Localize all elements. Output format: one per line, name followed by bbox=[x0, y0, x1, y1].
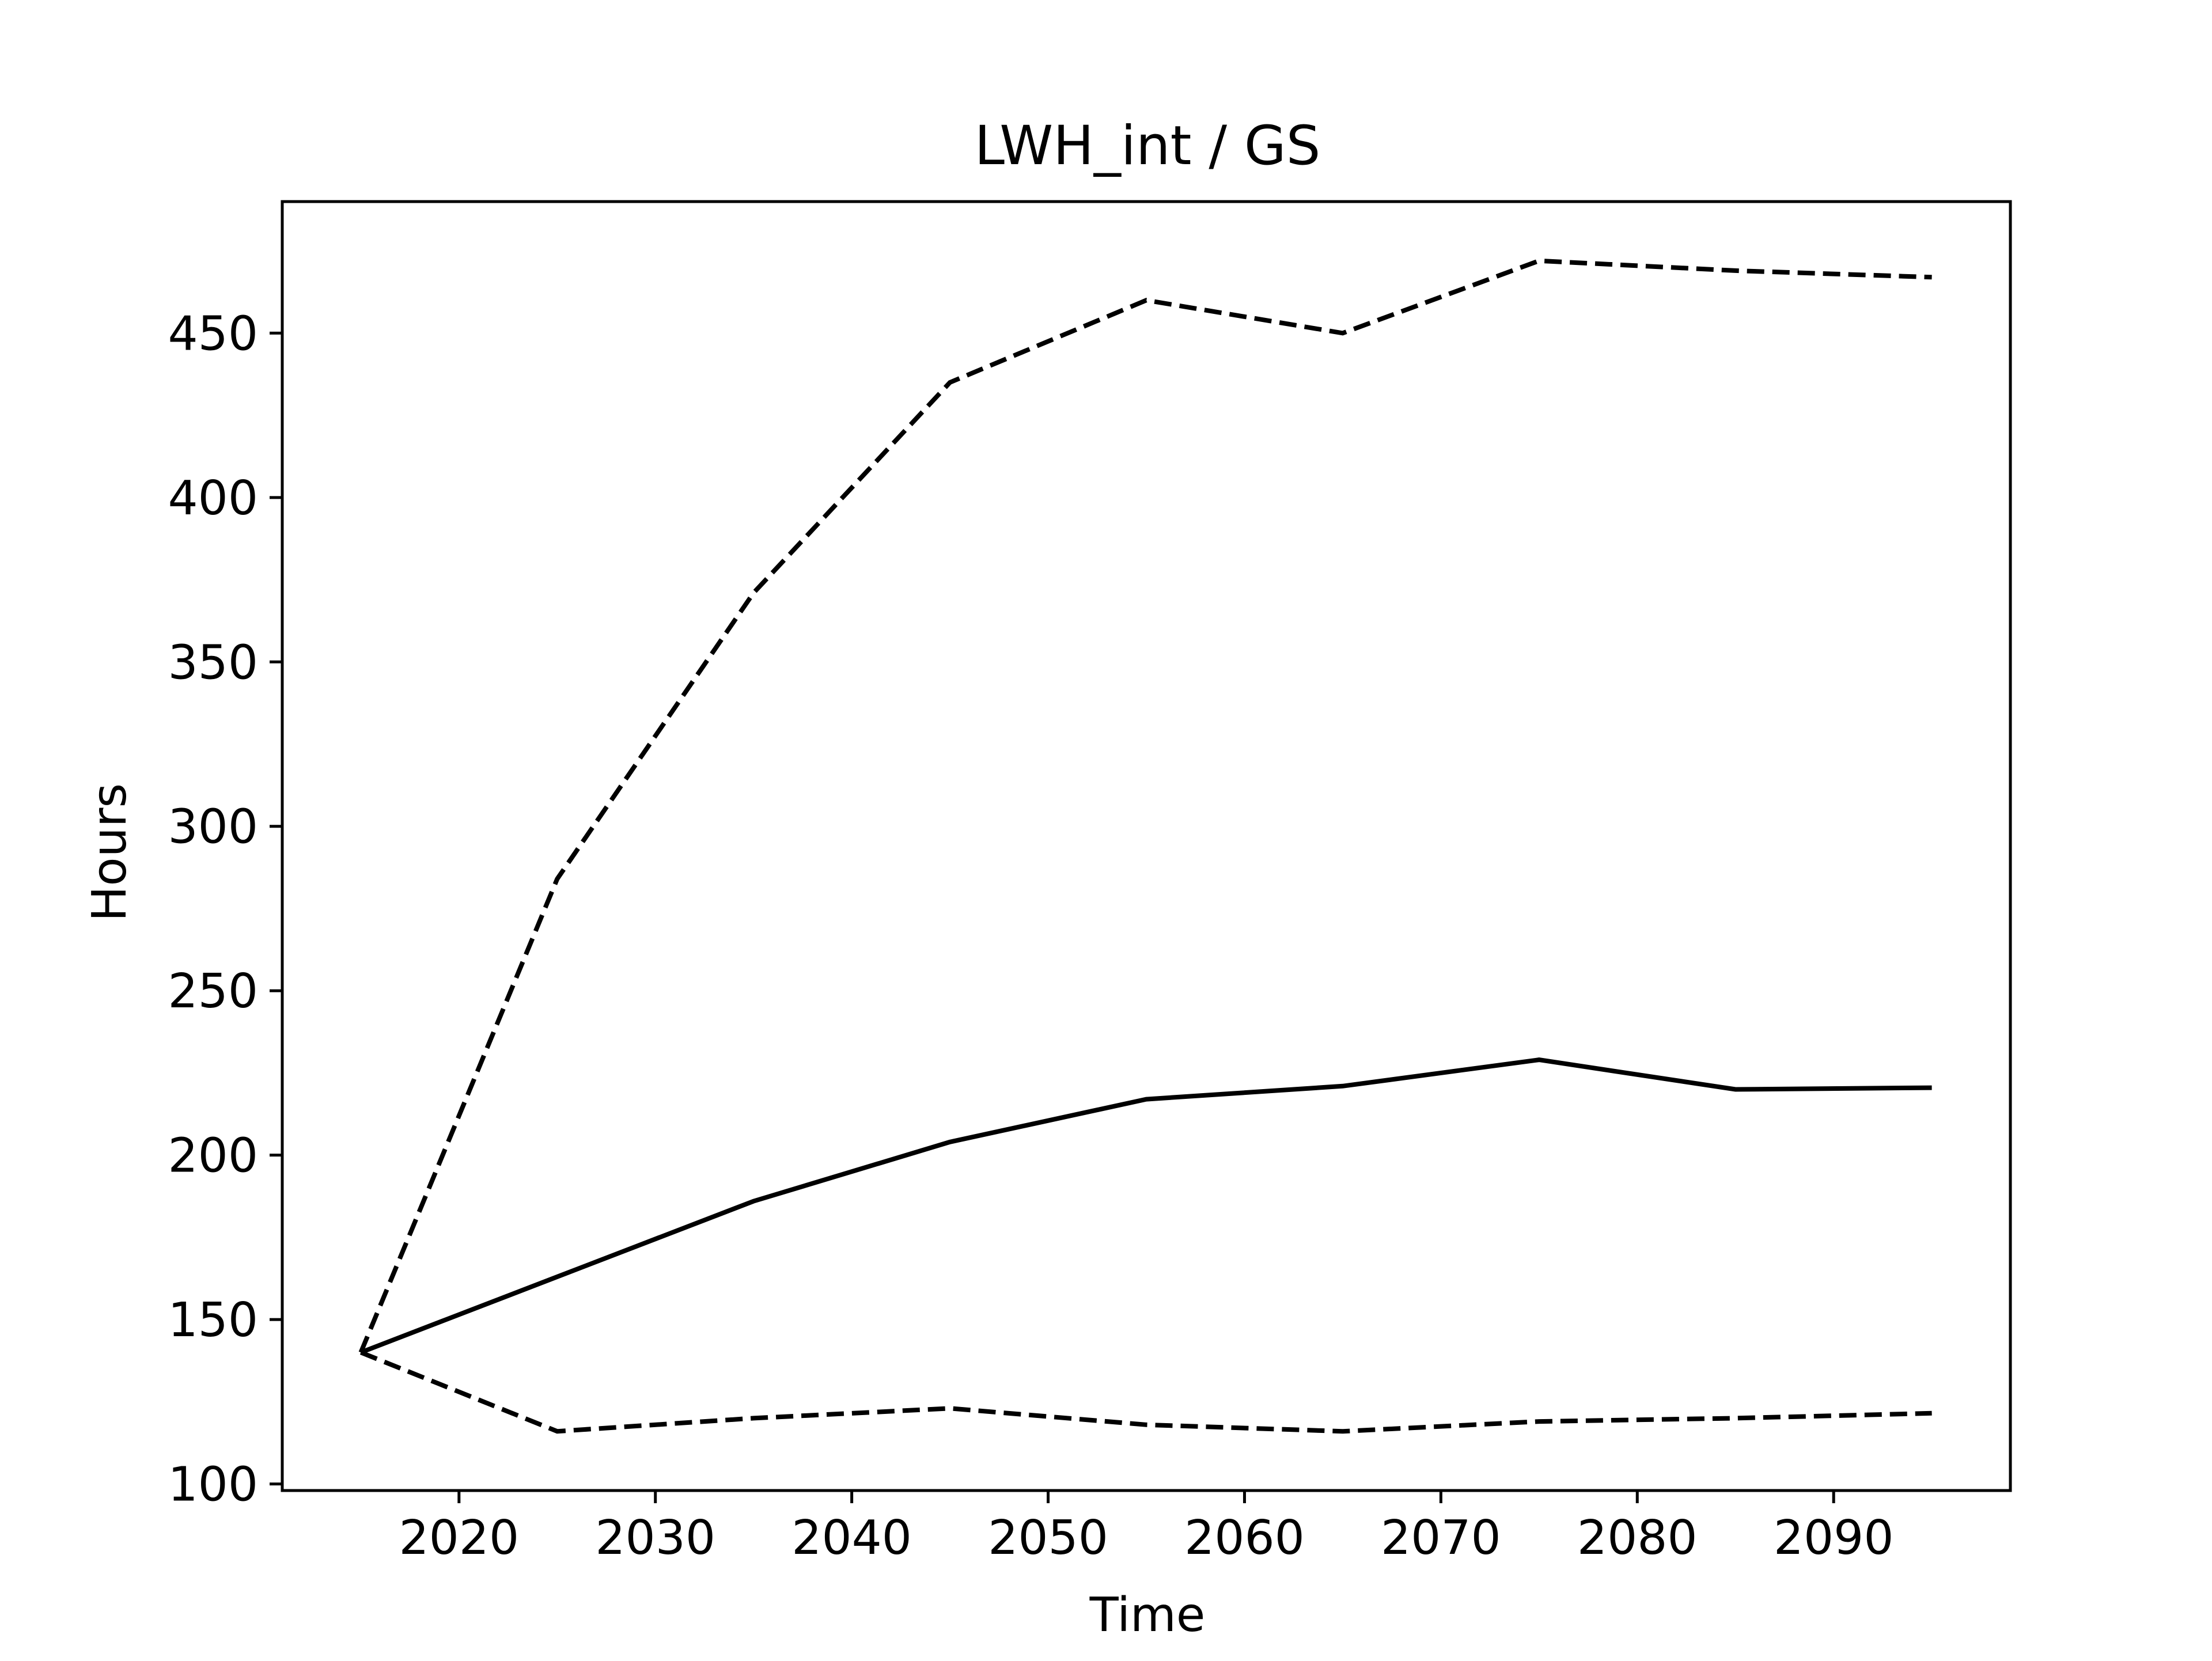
chart-title: LWH_int / GS bbox=[975, 115, 1321, 177]
y-axis-label: Hours bbox=[82, 783, 137, 921]
series-layer bbox=[358, 258, 1932, 1434]
series-line-lower bbox=[359, 1350, 1932, 1434]
x-tick-label: 2040 bbox=[791, 1511, 912, 1565]
x-tick-label: 2020 bbox=[399, 1511, 519, 1565]
x-axis-ticks: 2020 2030 2040 2050 2060 2070 2080 2090 bbox=[399, 1491, 1894, 1565]
series-line-upper bbox=[358, 258, 1932, 1353]
x-tick-label: 2070 bbox=[1381, 1511, 1501, 1565]
plot-area-frame bbox=[281, 200, 2012, 1492]
y-axis-ticks: 100 150 200 250 300 350 400 450 bbox=[168, 306, 282, 1512]
x-tick-label: 2060 bbox=[1184, 1511, 1305, 1565]
x-tick-label: 2080 bbox=[1577, 1511, 1698, 1565]
x-axis-label: Time bbox=[1089, 1588, 1206, 1643]
y-tick-label: 300 bbox=[168, 800, 258, 855]
y-tick-label: 150 bbox=[168, 1293, 258, 1348]
series-line-central bbox=[359, 1057, 1932, 1355]
y-tick-label: 200 bbox=[168, 1129, 258, 1184]
x-tick-label: 2030 bbox=[595, 1511, 715, 1565]
y-tick-label: 250 bbox=[168, 964, 258, 1019]
y-tick-label: 350 bbox=[168, 635, 258, 690]
y-tick-label: 100 bbox=[168, 1458, 258, 1512]
y-tick-label: 450 bbox=[168, 306, 258, 361]
y-tick-label: 400 bbox=[168, 471, 258, 526]
x-tick-label: 2050 bbox=[988, 1511, 1108, 1565]
x-tick-label: 2090 bbox=[1774, 1511, 1894, 1565]
